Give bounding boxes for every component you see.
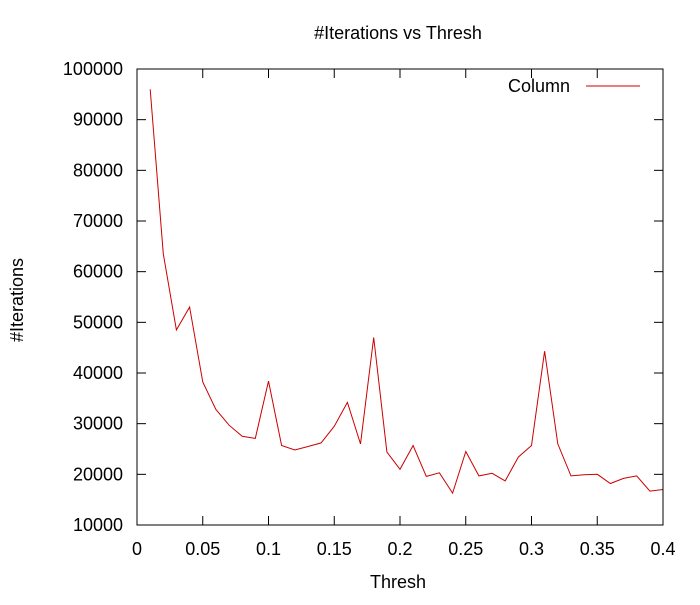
y-tick-label: 30000 bbox=[73, 414, 123, 434]
y-tick-label: 50000 bbox=[73, 312, 123, 332]
axis-ticks: 0 0.05 0.1 0.15 0.2 0.25 0.3 0.35 0.4 10000 20000 3… bbox=[63, 59, 676, 559]
x-tick-label: 0 bbox=[132, 539, 142, 559]
x-tick-label: 0.15 bbox=[317, 539, 352, 559]
x-tick-label: 0.2 bbox=[387, 539, 412, 559]
y-tick-label: 100000 bbox=[63, 59, 123, 79]
x-tick-label: 0.1 bbox=[256, 539, 281, 559]
y-tick-label: 40000 bbox=[73, 363, 123, 383]
x-tick-label: 0.05 bbox=[185, 539, 220, 559]
y-tick-label: 90000 bbox=[73, 110, 123, 130]
x-tick-label: 0.4 bbox=[650, 539, 675, 559]
y-tick-label: 70000 bbox=[73, 211, 123, 231]
y-tick-label: 80000 bbox=[73, 160, 123, 180]
x-tick-label: 0.25 bbox=[448, 539, 483, 559]
chart-title: #Iterations vs Thresh bbox=[314, 23, 482, 43]
series-layer bbox=[149, 89, 664, 495]
series-line-column bbox=[149, 89, 664, 495]
legend: Column bbox=[508, 76, 640, 96]
x-tick-label: 0.35 bbox=[580, 539, 615, 559]
plot-frame bbox=[136, 68, 664, 526]
x-tick-label: 0.3 bbox=[519, 539, 544, 559]
y-tick-label: 10000 bbox=[73, 515, 123, 535]
y-axis-label: #Iterations bbox=[7, 258, 27, 342]
y-tick-label: 20000 bbox=[73, 464, 123, 484]
legend-label-column: Column bbox=[508, 76, 570, 96]
x-axis-label: Thresh bbox=[370, 572, 426, 592]
y-tick-label: 60000 bbox=[73, 262, 123, 282]
